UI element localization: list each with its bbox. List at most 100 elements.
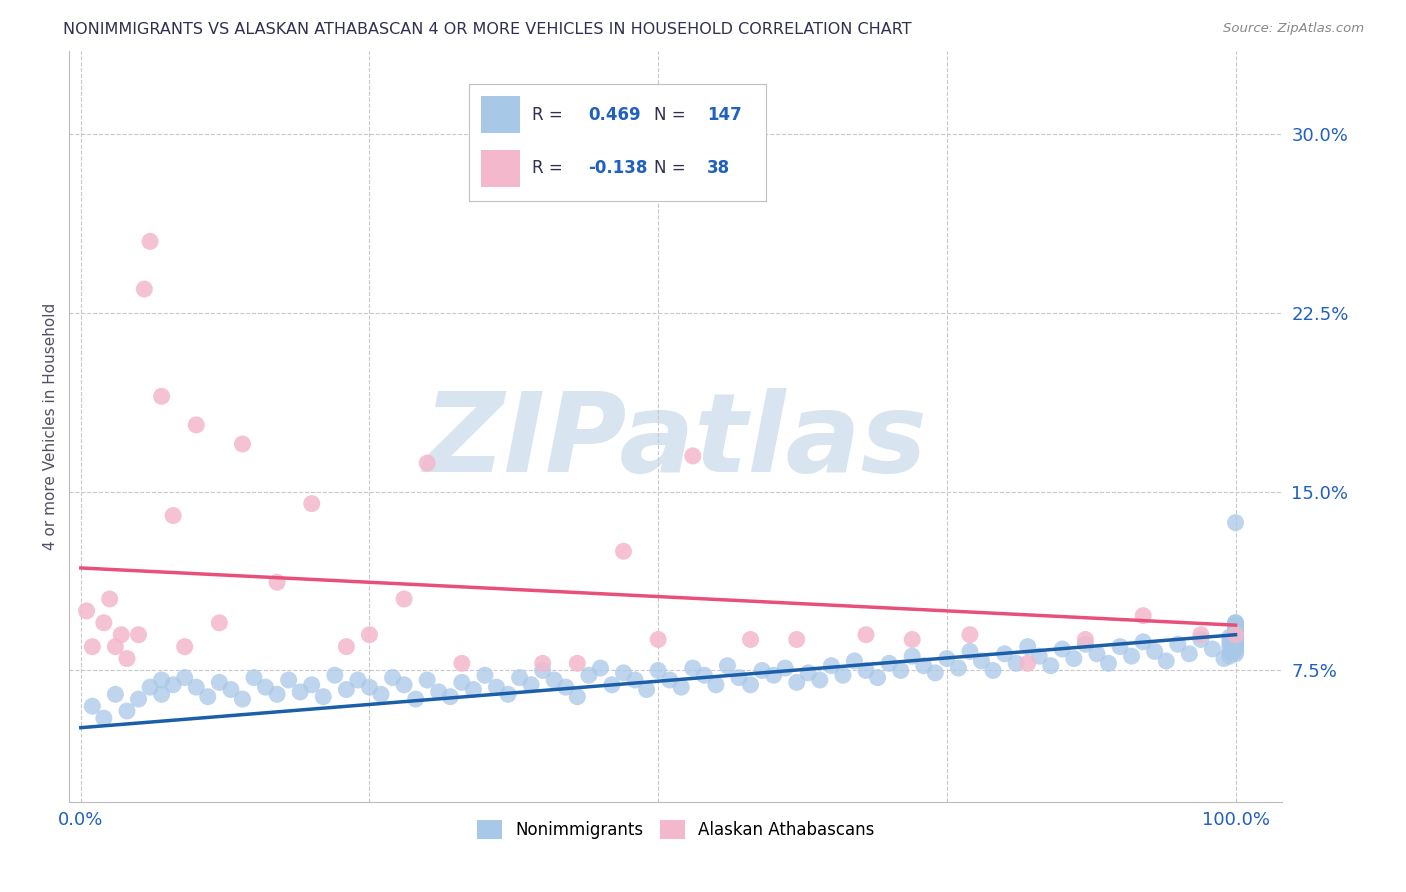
Point (751, 664, 773, 678)
Point (1225, 635, 1247, 649)
Point (1219, 644, 1241, 658)
Point (716, 658, 738, 673)
Point (855, 664, 877, 678)
Point (877, 657, 900, 671)
Point (1017, 657, 1039, 671)
Point (219, 682, 242, 697)
Point (959, 644, 981, 658)
Point (509, 671, 531, 685)
Point (1052, 642, 1074, 657)
Point (567, 657, 589, 671)
Point (1225, 632, 1247, 647)
Point (832, 668, 855, 682)
Point (1225, 623, 1247, 637)
Point (450, 675, 472, 690)
Point (231, 437, 253, 451)
Text: ZIPatlas: ZIPatlas (423, 388, 928, 495)
Point (1225, 516, 1247, 530)
Point (312, 690, 335, 704)
Point (1225, 628, 1247, 642)
Point (381, 671, 404, 685)
Point (912, 658, 935, 673)
Point (531, 664, 554, 678)
Point (1225, 615, 1247, 630)
Point (1178, 647, 1201, 661)
Point (277, 673, 299, 687)
Point (231, 692, 253, 706)
Point (786, 632, 808, 647)
Point (728, 671, 751, 685)
Point (682, 449, 704, 463)
Point (1225, 642, 1247, 657)
Point (612, 544, 634, 558)
Point (1154, 654, 1177, 668)
Point (993, 647, 1015, 661)
Point (1225, 625, 1247, 640)
Point (1225, 630, 1247, 644)
Point (173, 640, 195, 654)
Point (82, 699, 104, 714)
Point (1039, 658, 1062, 673)
Point (786, 675, 808, 690)
Point (439, 690, 461, 704)
Point (935, 651, 957, 665)
Point (1143, 644, 1166, 658)
Point (290, 685, 312, 699)
Point (1225, 637, 1247, 651)
Point (1074, 637, 1097, 651)
Point (186, 680, 208, 694)
Point (427, 685, 450, 699)
Point (254, 680, 277, 694)
Point (1225, 621, 1247, 635)
Point (636, 682, 658, 697)
Point (1225, 635, 1247, 649)
Point (1219, 640, 1241, 654)
Point (820, 658, 842, 673)
Point (1225, 615, 1247, 630)
Point (1225, 625, 1247, 640)
Point (808, 673, 831, 687)
Point (612, 665, 634, 680)
Point (1219, 635, 1241, 649)
Point (543, 673, 565, 687)
Point (93, 711, 115, 725)
Point (948, 661, 970, 675)
Point (150, 687, 173, 701)
Point (1097, 657, 1119, 671)
Point (1085, 647, 1108, 661)
Point (647, 632, 669, 647)
Point (162, 678, 184, 692)
Point (1201, 642, 1223, 657)
Point (128, 692, 150, 706)
Point (463, 682, 485, 697)
Point (450, 657, 472, 671)
Point (266, 575, 288, 590)
Point (243, 671, 266, 685)
Point (115, 651, 138, 665)
Point (1225, 628, 1247, 642)
Point (370, 687, 392, 701)
Point (1225, 632, 1247, 647)
Point (93, 615, 115, 630)
Point (1219, 630, 1241, 644)
Point (981, 664, 1004, 678)
Point (970, 654, 993, 668)
Point (266, 687, 288, 701)
Point (1005, 657, 1028, 671)
Point (208, 675, 231, 690)
Point (773, 661, 796, 675)
Point (1225, 623, 1247, 637)
Point (578, 668, 600, 682)
Point (671, 680, 693, 694)
Point (866, 671, 889, 685)
Point (1225, 618, 1247, 632)
Point (115, 704, 138, 718)
Point (98, 591, 121, 606)
Point (208, 615, 231, 630)
Point (1225, 637, 1247, 651)
Point (128, 628, 150, 642)
Point (416, 673, 439, 687)
Point (1225, 630, 1247, 644)
Point (139, 680, 162, 694)
Point (600, 678, 623, 692)
